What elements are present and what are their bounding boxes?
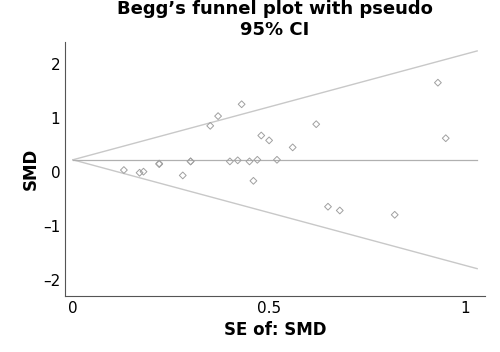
Title: Begg’s funnel plot with pseudo
95% CI: Begg’s funnel plot with pseudo 95% CI — [117, 0, 433, 39]
Point — [186, 159, 194, 164]
Y-axis label: SMD: SMD — [22, 148, 40, 190]
Point — [312, 121, 320, 127]
Point — [250, 178, 258, 184]
Point — [434, 80, 442, 86]
Point — [155, 161, 163, 167]
Point — [179, 172, 187, 178]
Point — [254, 157, 262, 163]
Point — [258, 133, 266, 138]
Point — [336, 208, 344, 213]
Point — [206, 123, 214, 128]
Point — [288, 145, 296, 150]
Point — [324, 204, 332, 209]
Point — [136, 170, 143, 176]
Point — [186, 159, 194, 164]
Point — [238, 101, 246, 107]
Point — [273, 157, 281, 163]
Point — [390, 212, 398, 218]
Point — [234, 157, 241, 163]
Point — [442, 136, 450, 141]
Point — [265, 138, 273, 143]
Point — [214, 113, 222, 119]
Point — [120, 167, 128, 173]
Point — [226, 159, 234, 164]
Point — [140, 169, 147, 175]
Point — [155, 161, 163, 166]
X-axis label: SE of: SMD: SE of: SMD — [224, 321, 326, 339]
Point — [246, 159, 254, 164]
